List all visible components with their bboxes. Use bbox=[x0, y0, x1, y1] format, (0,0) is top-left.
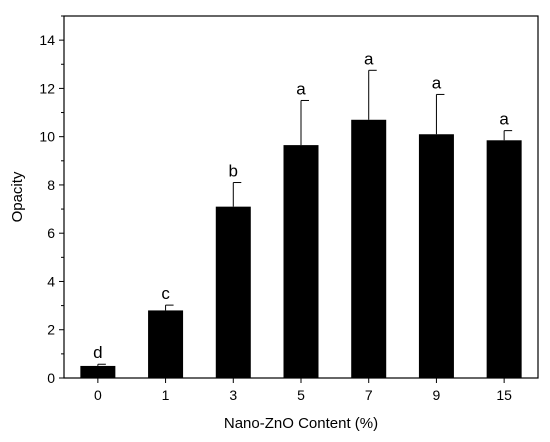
x-tick-label: 3 bbox=[229, 387, 237, 403]
bar bbox=[80, 365, 116, 378]
y-tick-label: 12 bbox=[39, 80, 55, 96]
bar bbox=[283, 145, 319, 378]
x-tick-label: 1 bbox=[162, 387, 170, 403]
x-tick-label: 0 bbox=[94, 387, 102, 403]
bar bbox=[351, 119, 387, 379]
y-tick-label: 8 bbox=[47, 177, 55, 193]
x-tick-label: 9 bbox=[433, 387, 441, 403]
significance-label: c bbox=[161, 284, 170, 303]
significance-label: b bbox=[229, 162, 238, 181]
y-tick-label: 0 bbox=[47, 370, 55, 386]
x-tick-label: 15 bbox=[496, 387, 512, 403]
bars bbox=[80, 119, 522, 379]
x-tick-label: 7 bbox=[365, 387, 373, 403]
x-axis-ticks: 0 1 3 5 7 9 15 bbox=[94, 378, 512, 403]
y-tick-label: 2 bbox=[47, 322, 55, 338]
y-tick-label: 14 bbox=[39, 32, 55, 48]
bar bbox=[486, 140, 522, 378]
significance-labels: d c b a a a a bbox=[93, 49, 509, 362]
significance-label: d bbox=[93, 343, 102, 362]
y-tick-label: 10 bbox=[39, 129, 55, 145]
bar bbox=[215, 206, 251, 378]
y-tick-label: 6 bbox=[47, 225, 55, 241]
y-axis-ticks: 0 2 4 6 8 10 12 14 bbox=[39, 15, 64, 386]
x-axis-label: Nano-ZnO Content (%) bbox=[224, 415, 378, 432]
y-tick-label: 4 bbox=[47, 273, 55, 289]
bar bbox=[148, 310, 184, 378]
x-tick-label: 5 bbox=[297, 387, 305, 403]
significance-label: a bbox=[432, 73, 442, 92]
error-bars bbox=[97, 69, 513, 366]
significance-label: a bbox=[499, 110, 509, 129]
significance-label: a bbox=[296, 79, 306, 98]
y-axis-label: Opacity bbox=[9, 171, 26, 222]
significance-label: a bbox=[364, 49, 374, 68]
bar bbox=[418, 134, 454, 378]
